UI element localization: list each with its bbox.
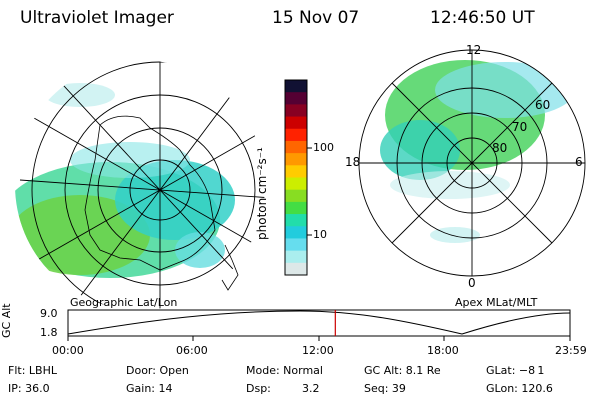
mlt-label-right: 6: [575, 155, 583, 169]
colorbar-swatch: [285, 214, 307, 227]
colorbar-swatch: [285, 128, 307, 142]
timeline-xtick-3: 18:00: [427, 344, 459, 357]
colorbar-swatch: [285, 80, 307, 93]
colorbar-swatch: [285, 177, 307, 191]
geographic-caption: Geographic Lat/Lon: [70, 296, 178, 309]
timeline-ytick-high: 9.0: [40, 307, 58, 320]
geographic-map: [15, 83, 235, 278]
altitude-timeline: [67, 309, 571, 341]
timeline-xtick-1: 06:00: [176, 344, 208, 357]
magnetic-caption: Apex MLat/MLT: [455, 296, 538, 309]
colorbar-swatch: [285, 189, 307, 203]
info-filter: Flt: LBHL: [8, 364, 57, 377]
info-ip: IP: 36.0: [8, 382, 50, 395]
colorbar-ticks: [284, 79, 312, 276]
magnetic-grid: [358, 49, 586, 277]
info-gain: Gain: 14: [126, 382, 173, 395]
timeline-xtick-4: 23:59: [555, 344, 587, 357]
colorbar-tick-10: 10: [313, 228, 327, 241]
colorbar-tick-100: 100: [313, 141, 334, 154]
colorbar-unit-label: photon cm⁻²s⁻¹: [255, 147, 269, 240]
timeline-xtick-2: 12:00: [302, 344, 334, 357]
date-label: 15 Nov 07: [272, 8, 360, 28]
instrument-title: Ultraviolet Imager: [20, 8, 174, 28]
time-label: 12:46:50 UT: [430, 8, 535, 28]
colorbar-swatch: [285, 116, 307, 130]
colorbar: [285, 80, 307, 276]
mlt-label-top: 12: [466, 43, 482, 57]
colorbar-swatch: [285, 250, 307, 264]
lat-label-80: 80: [492, 141, 508, 155]
mlt-label-left: 18: [345, 155, 361, 169]
timeline-xtick-0: 00:00: [52, 344, 84, 357]
colorbar-swatch: [285, 165, 307, 178]
colorbar-swatch: [285, 153, 307, 166]
info-mode: Mode: Normal: [246, 364, 323, 377]
info-door: Door: Open: [126, 364, 189, 377]
colorbar-swatch: [285, 140, 307, 154]
lat-label-60: 60: [535, 98, 551, 112]
info-glat: GLat: −8 1: [486, 364, 545, 377]
timeline-ytick-low: 1.8: [40, 326, 58, 339]
colorbar-swatch: [285, 262, 307, 276]
info-seq: Seq: 39: [364, 382, 406, 395]
colorbar-swatch: [285, 238, 307, 252]
mlt-label-bottom: 0: [468, 276, 476, 290]
geographic-grid: [15, 60, 265, 310]
info-gc-alt: GC Alt: 8.1 Re: [364, 364, 441, 377]
info-dsp-label: Dsp:: [246, 382, 271, 395]
info-dsp-value: 3.2: [302, 382, 320, 395]
lat-label-70: 70: [512, 120, 528, 134]
colorbar-swatch: [285, 201, 307, 215]
timeline-axis-label: GC Alt: [0, 303, 13, 338]
colorbar-swatch: [285, 104, 307, 118]
colorbar-swatch: [285, 92, 307, 105]
colorbar-swatch: [285, 226, 307, 239]
info-glon: GLon: 120.6: [486, 382, 553, 395]
